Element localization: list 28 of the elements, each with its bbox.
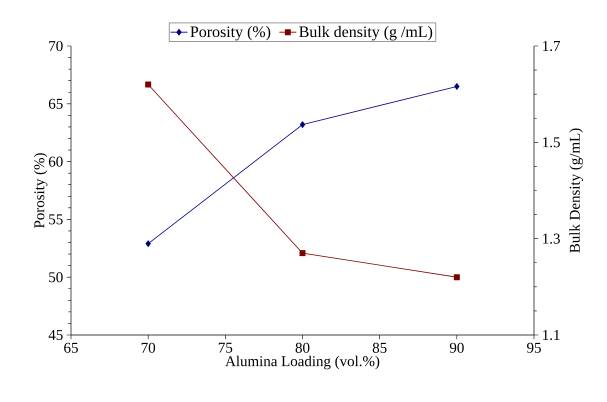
x-tick-label: 70	[142, 342, 156, 353]
legend-label: Porosity (%)	[190, 26, 270, 40]
y-tick-label: 45	[48, 330, 63, 340]
y-tick-label: 65	[48, 98, 63, 109]
y2-tick-label: 1.1	[543, 330, 560, 340]
y-tick-label: 55	[49, 214, 63, 224]
y2-tick-label: 1.7	[543, 40, 560, 52]
y-tick-label: 60	[48, 156, 63, 167]
point	[146, 240, 151, 248]
x-tick-label: 65	[64, 342, 78, 353]
x-tick-label: 80	[296, 342, 310, 353]
y2-tick-label: 1.3	[543, 234, 560, 244]
point	[454, 274, 460, 280]
y2-axis-title: Bulk Density (g/mL)	[569, 128, 583, 253]
x-tick-label: 85	[372, 342, 387, 353]
point	[454, 83, 460, 90]
point	[300, 250, 306, 256]
x-tick-label: 90	[450, 342, 464, 353]
x-tick-label: 95	[527, 342, 541, 353]
x-axis-title: Alumina Loading (vol.%)	[225, 356, 380, 370]
y2-tick-label: 1.5	[543, 137, 560, 148]
y-axis-title: Porosity (%)	[34, 153, 48, 228]
legend-label: Bulk density (g /mL)	[299, 26, 432, 40]
y-tick-label: 50	[49, 272, 63, 282]
point	[300, 121, 306, 128]
y-tick-label: 70	[49, 40, 63, 52]
x-tick-label: 75	[218, 342, 232, 353]
point	[145, 82, 152, 88]
